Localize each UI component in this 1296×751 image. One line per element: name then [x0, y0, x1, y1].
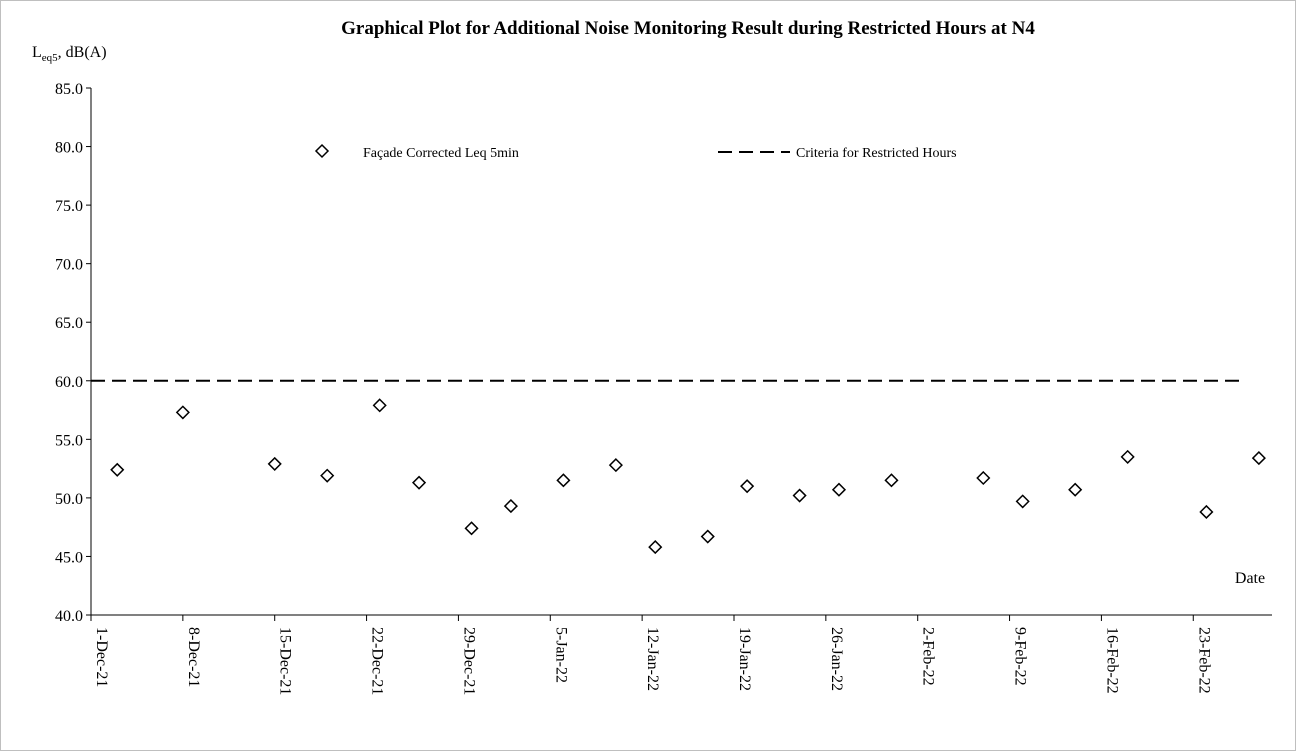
legend-item-facade: Façade Corrected Leq 5min [314, 143, 519, 161]
x-tick-label: 16-Feb-22 [1103, 627, 1120, 694]
x-axis-label: Date [1235, 570, 1265, 587]
data-point [1068, 482, 1083, 497]
legend-diamond-marker-icon [314, 143, 330, 159]
data-point [320, 468, 335, 483]
x-tick-label: 22-Dec-21 [369, 627, 386, 695]
y-tick-label: 65.0 [55, 315, 83, 332]
data-point [976, 470, 991, 486]
data-point [464, 521, 479, 536]
y-axis-label: Leq5, dB(A) [32, 44, 107, 64]
y-tick-label: 60.0 [55, 374, 83, 391]
chart-title: Graphical Plot for Additional Noise Moni… [341, 18, 1035, 39]
data-point [411, 475, 427, 490]
data-point [110, 462, 125, 477]
data-point [648, 540, 663, 555]
x-tick-label: 29-Dec-21 [460, 627, 477, 695]
y-tick-label: 40.0 [55, 608, 83, 625]
legend-item-criteria: Criteria for Restricted Hours [718, 146, 957, 161]
legend: Façade Corrected Leq 5min Criteria for R… [314, 143, 957, 161]
y-tick-label: 75.0 [55, 198, 83, 215]
data-point [267, 456, 282, 471]
x-tick-label: 8-Dec-21 [185, 627, 202, 687]
data-point [503, 499, 518, 514]
y-tick-label: 70.0 [55, 257, 83, 274]
x-tick-label: 1-Dec-21 [93, 627, 110, 687]
data-point [372, 398, 387, 413]
y-axis-label-main: L [32, 44, 42, 61]
x-axis-ticks: 1-Dec-21 8-Dec-21 15-Dec-21 22-Dec-21 29-Dec… [90, 615, 1212, 695]
data-point [1199, 504, 1214, 520]
y-tick-label: 85.0 [55, 81, 83, 98]
y-axis-label-subscript: eq5 [42, 52, 58, 64]
axes [90, 88, 1272, 616]
data-point [740, 479, 755, 494]
data-point [700, 529, 715, 544]
data-point [831, 482, 847, 497]
x-tick-label: 12-Jan-22 [644, 627, 661, 691]
x-tick-label: 26-Jan-22 [828, 627, 845, 691]
x-tick-label: 2-Feb-22 [920, 627, 937, 686]
y-axis-ticks: 40.0 45.0 50.0 55.0 60.0 65.0 70.0 75.0 80.0 85.0 [55, 81, 91, 625]
x-tick-label: 23-Feb-22 [1195, 627, 1212, 694]
data-point [556, 473, 571, 488]
y-tick-label: 50.0 [55, 491, 83, 508]
x-tick-label: 9-Feb-22 [1012, 627, 1029, 686]
y-axis-label-rest: , dB(A) [58, 44, 107, 61]
data-points-series [110, 398, 1266, 555]
data-point [1015, 494, 1030, 509]
y-tick-label: 45.0 [55, 549, 83, 566]
x-tick-label: 5-Jan-22 [552, 627, 569, 683]
y-tick-label: 80.0 [55, 140, 83, 157]
x-tick-label: 19-Jan-22 [736, 627, 753, 691]
data-point [175, 405, 190, 420]
y-tick-label: 55.0 [55, 432, 83, 449]
x-tick-label: 15-Dec-21 [277, 627, 294, 695]
data-point [1120, 449, 1135, 464]
legend-label-criteria: Criteria for Restricted Hours [796, 146, 957, 161]
data-point [1251, 451, 1266, 466]
data-point [608, 458, 623, 473]
data-point [884, 473, 899, 488]
data-point [792, 488, 807, 503]
legend-label-facade: Façade Corrected Leq 5min [363, 146, 519, 161]
